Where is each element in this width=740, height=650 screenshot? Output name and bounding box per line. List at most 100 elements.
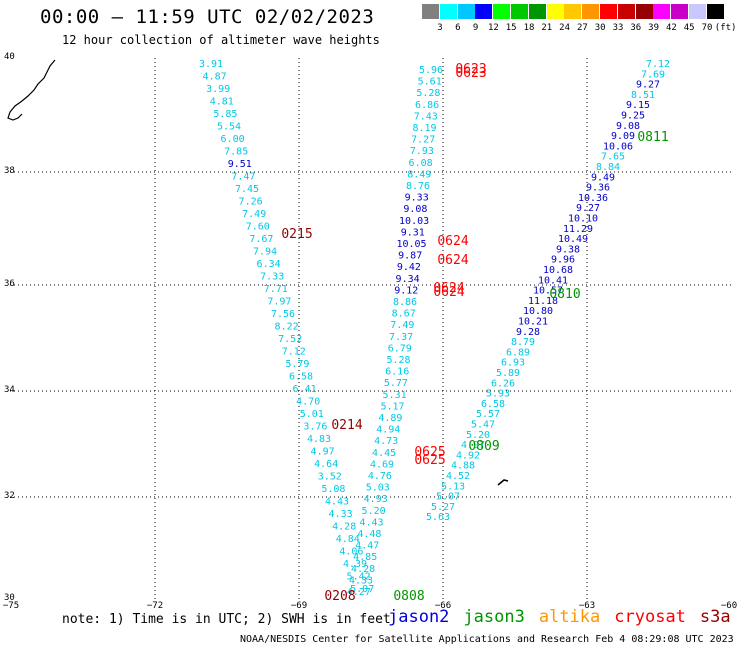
swh-value: 4.93 bbox=[364, 494, 388, 505]
swh-value: 5.77 bbox=[384, 378, 408, 389]
swh-value: 6.58 bbox=[289, 372, 313, 383]
legend-entry-cryosat: cryosat bbox=[614, 607, 686, 627]
footer-credit: NOAA/NESDIS Center for Satellite Applica… bbox=[240, 634, 734, 645]
swh-value: 9.38 bbox=[556, 244, 580, 255]
swh-value: 7.94 bbox=[253, 247, 277, 258]
swh-value: 8.22 bbox=[275, 322, 299, 333]
swh-value: 4.28 bbox=[332, 522, 356, 533]
swh-value: 9.28 bbox=[516, 327, 540, 338]
swh-value: 4.48 bbox=[357, 529, 381, 540]
longitude-label: −66 bbox=[434, 601, 452, 611]
swh-values: 3.91 4.873.99 4.815.85 5.546.00 7.859.51 7.47… bbox=[199, 59, 670, 598]
pass-time-label: 0624 bbox=[437, 234, 468, 249]
swh-value: 6.93 bbox=[501, 358, 525, 369]
swh-value: 10.80 bbox=[523, 306, 553, 317]
pass-time-label: 0808 bbox=[393, 589, 424, 604]
swh-value: 5.28 bbox=[386, 355, 410, 366]
swh-value: 5.28 bbox=[416, 88, 440, 99]
swh-value: 4.47 bbox=[355, 541, 379, 552]
swh-value: 4.33 bbox=[349, 575, 373, 586]
color-scale-label: 36 bbox=[630, 23, 642, 33]
swh-value: 3.99 bbox=[206, 84, 230, 95]
swh-value: 4.27 bbox=[347, 587, 371, 598]
swh-value: 4.33 bbox=[329, 509, 353, 520]
swh-value: 5.01 bbox=[300, 409, 324, 420]
swh-value: 5.08 bbox=[321, 484, 345, 495]
swh-value: 11.18 bbox=[528, 296, 558, 307]
swh-value: 8.67 bbox=[392, 309, 416, 320]
pass-time-label: 0623 bbox=[455, 62, 486, 77]
swh-value: 7.26 bbox=[239, 197, 263, 208]
swh-value: 4.45 bbox=[372, 448, 396, 459]
swh-value: 5.20 bbox=[466, 430, 490, 441]
swh-value: 10.03 bbox=[399, 216, 429, 227]
longitude-label: −75 bbox=[2, 601, 20, 611]
swh-value: 4.43 bbox=[325, 497, 349, 508]
pass-time-label: 0623 bbox=[455, 66, 486, 81]
swh-value: 9.51 bbox=[228, 159, 252, 170]
swh-value: 6.79 bbox=[388, 343, 412, 354]
swh-value: 7.45 bbox=[235, 184, 259, 195]
swh-value: 7.49 bbox=[242, 209, 266, 220]
swh-value: 7.71 bbox=[264, 284, 288, 295]
chart-subtitle: 12 hour collection of altimeter wave hei… bbox=[62, 33, 380, 47]
pass-time-label: 0215 bbox=[281, 227, 312, 242]
swh-value: 7.33 bbox=[260, 272, 284, 283]
color-scale-label: 39 bbox=[648, 23, 660, 33]
swh-value: 9.96 bbox=[551, 255, 575, 266]
color-swatch bbox=[511, 4, 528, 19]
swh-value: 9.25 bbox=[621, 111, 645, 122]
swh-value: 10.21 bbox=[518, 317, 548, 328]
latitude-label: 38 bbox=[4, 166, 15, 176]
swh-value: 5.47 bbox=[471, 420, 495, 431]
swh-value: 10.41 bbox=[538, 275, 568, 286]
satellite-legend: jason2 jason3 altika cryosat s3a bbox=[388, 607, 740, 627]
swh-value: 8.51 bbox=[631, 90, 655, 101]
swh-value: 3.76 bbox=[303, 422, 327, 433]
swh-value: 4.97 bbox=[311, 447, 335, 458]
swh-value: 10.06 bbox=[603, 141, 633, 152]
color-scale-label: 18 bbox=[523, 23, 535, 33]
swh-value: 9.09 bbox=[611, 131, 635, 142]
swh-value: 10.36 bbox=[578, 193, 608, 204]
swh-value: 4.73 bbox=[374, 436, 398, 447]
swh-value: 6.08 bbox=[409, 158, 433, 169]
color-scale-label: 9 bbox=[472, 23, 479, 33]
color-swatch bbox=[439, 4, 457, 19]
swh-value: 4.52 bbox=[446, 471, 470, 482]
swh-value: 8.79 bbox=[511, 337, 535, 348]
swh-value: 5.07 bbox=[350, 584, 374, 595]
pass-time-label: 0810 bbox=[549, 287, 580, 302]
color-swatch bbox=[564, 4, 582, 19]
latitude-label: 32 bbox=[4, 491, 15, 501]
swh-value: 9.12 bbox=[394, 285, 418, 296]
swh-value: 5.27 bbox=[431, 502, 455, 513]
color-swatch bbox=[457, 4, 475, 19]
swh-value: 4.70 bbox=[296, 397, 320, 408]
swh-value: 6.58 bbox=[481, 399, 505, 410]
swh-value: 7.69 bbox=[641, 69, 665, 80]
island-shape bbox=[497, 479, 509, 486]
swh-value: 9.27 bbox=[576, 203, 600, 214]
swh-value: 4.97 bbox=[461, 440, 485, 451]
swh-value: 7.12 bbox=[646, 59, 670, 70]
swh-value: 5.03 bbox=[366, 483, 390, 494]
longitude-label: −69 bbox=[290, 601, 308, 611]
swh-value: 7.49 bbox=[390, 320, 414, 331]
color-scale-label: 6 bbox=[455, 23, 461, 33]
swh-value: 11.29 bbox=[563, 224, 593, 235]
chart-title: 00:00 – 11:59 UTC 02/02/2023 bbox=[40, 6, 375, 28]
swh-value: 8.19 bbox=[412, 123, 436, 134]
swh-value: 9.15 bbox=[626, 100, 650, 111]
swh-value: 4.94 bbox=[376, 425, 400, 436]
color-swatch bbox=[582, 4, 600, 19]
longitude-label: −63 bbox=[578, 601, 596, 611]
swh-value: 7.60 bbox=[246, 222, 270, 233]
swh-value: 7.85 bbox=[224, 147, 248, 158]
latitude-label: 34 bbox=[4, 385, 15, 395]
swh-value: 8.84 bbox=[596, 162, 620, 173]
swh-value: 10.05 bbox=[396, 239, 426, 250]
swh-value: 7.67 bbox=[249, 234, 273, 245]
swh-value: 7.12 bbox=[282, 347, 306, 358]
coastline bbox=[7, 59, 509, 486]
